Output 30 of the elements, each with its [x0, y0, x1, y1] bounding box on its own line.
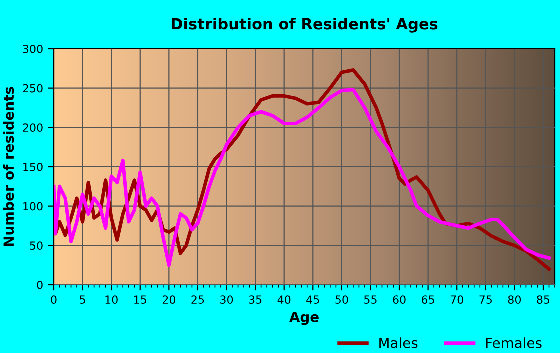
x-axis-title: Age	[290, 312, 319, 326]
y-tick-label: 100	[24, 202, 43, 211]
x-tick-label: 20	[162, 296, 176, 304]
x-tick-label: 10	[106, 296, 118, 304]
legend-label: Males	[380, 338, 418, 348]
x-tick-label: 80	[508, 296, 522, 304]
x-tick-label: 85	[537, 296, 550, 304]
x-tick-label: 0	[51, 296, 57, 304]
x-tick-label: 15	[134, 296, 146, 304]
y-tick-label: 300	[23, 44, 43, 54]
y-tick-label: 0	[37, 280, 43, 290]
x-tick-label: 70	[450, 296, 464, 304]
y-tick-label: 200	[23, 124, 43, 132]
y-tick-label: 150	[24, 162, 43, 172]
x-tick-label: 65	[422, 296, 434, 304]
x-tick-label: 75	[480, 296, 492, 304]
x-tick-label: 45	[306, 296, 320, 304]
y-tick-label: 250	[23, 84, 43, 93]
legend-label: Females	[486, 338, 542, 348]
x-tick-label: 50	[336, 296, 348, 304]
y-tick-label: 50	[30, 242, 43, 250]
y-axis-title: Number of residents	[3, 87, 14, 246]
x-tick-label: 30	[220, 296, 234, 304]
chart-title: Distribution of Residents' Ages	[172, 18, 438, 33]
x-tick-label: 60	[393, 296, 406, 304]
x-tick-label: 35	[249, 296, 262, 304]
x-tick-label: 55	[364, 296, 377, 304]
x-tick-label: 25	[192, 296, 204, 304]
x-tick-label: 5	[80, 296, 86, 304]
x-tick-label: 40	[278, 296, 291, 304]
